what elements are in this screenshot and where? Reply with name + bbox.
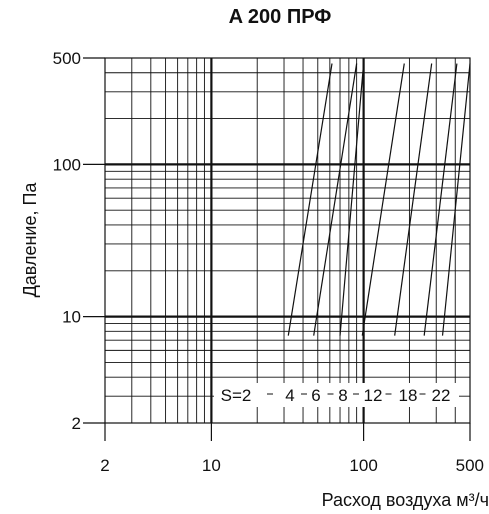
series-labels: S=2 4 6 8 12 18 22	[214, 383, 459, 407]
series-line	[361, 63, 405, 336]
y-axis-ticks: 2 10 100 500	[53, 49, 105, 433]
y-tick-label: 500	[53, 49, 81, 68]
x-axis-ticks: 2 10 100 500	[100, 423, 484, 475]
x-tick-label: 500	[456, 456, 484, 475]
series-label: 6	[311, 386, 320, 405]
series-line	[287, 63, 333, 336]
y-tick-label: 100	[53, 155, 81, 174]
x-tick-label: 2	[100, 456, 109, 475]
series-line	[313, 63, 358, 336]
y-axis-title: Давление, Па	[20, 182, 40, 298]
series-label-background	[214, 383, 459, 407]
series-label: 12	[364, 386, 383, 405]
plot-frame	[104, 57, 471, 424]
x-tick-label: 100	[349, 456, 377, 475]
y-tick-label: 2	[72, 414, 81, 433]
series-line	[441, 63, 471, 336]
series-line	[394, 63, 433, 336]
series-line	[339, 63, 365, 336]
series-label: 8	[338, 386, 347, 405]
series-lines	[287, 63, 471, 336]
x-axis-title: Расход воздуха м³/ч	[322, 490, 489, 510]
series-label: 18	[399, 386, 418, 405]
series-line	[423, 63, 458, 336]
y-tick-label: 10	[62, 308, 81, 327]
series-label: 4	[285, 386, 294, 405]
x-tick-label: 10	[202, 456, 221, 475]
series-label: 22	[432, 386, 451, 405]
grid-lines	[105, 58, 470, 423]
chart-title: A 200 ПРФ	[228, 6, 332, 28]
series-label: S=2	[221, 386, 252, 405]
